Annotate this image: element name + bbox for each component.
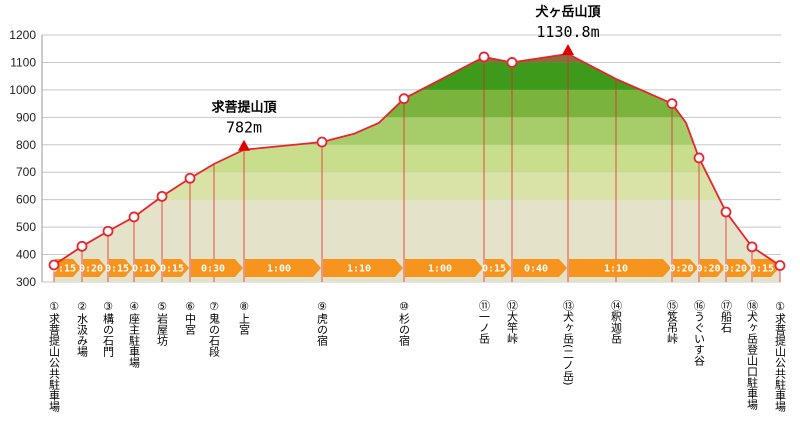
- station-label: ⑧上宮: [238, 300, 251, 336]
- duration-arrow: [753, 259, 779, 277]
- duration-arrow: [191, 259, 243, 277]
- duration-label: 0:20: [723, 264, 747, 275]
- duration-arrow: [485, 259, 511, 277]
- station-label: ④座主駐車場: [128, 300, 141, 369]
- y-tick-label: 700: [16, 165, 36, 179]
- station-marker: [48, 259, 60, 271]
- duration-arrow: [727, 259, 751, 277]
- station-label: ⑯うぐいす谷: [693, 300, 706, 367]
- y-tick-label: 300: [16, 275, 36, 289]
- station-marker: [666, 98, 678, 110]
- station-marker: [184, 172, 196, 184]
- duration-label: 0:10: [132, 264, 156, 275]
- peak-elevation-label: 782m: [226, 119, 262, 137]
- y-axis: 300 400 500 600 700 800 900 1000 1100 1200: [9, 28, 43, 289]
- station-drop-lines: [53, 53, 781, 282]
- station-markers: [48, 51, 786, 271]
- peak-annotations: 求菩提山頂 782m 犬ヶ岳山頂 1130.8m: [211, 4, 601, 151]
- station-marker: [156, 190, 168, 202]
- duration-label: 1:10: [347, 264, 371, 275]
- station-marker: [720, 206, 732, 218]
- elevation-band-1000: [54, 62, 780, 90]
- y-tick-label: 500: [16, 220, 36, 234]
- station-label: ⑤岩屋坊: [156, 300, 169, 346]
- peak-name-label: 求菩提山頂: [211, 100, 277, 116]
- duration-arrow: [163, 259, 189, 277]
- y-tick-label: 900: [16, 110, 36, 124]
- duration-arrow: [109, 259, 133, 277]
- station-marker: [774, 260, 786, 271]
- station-label: ⑪一ノ岳: [478, 300, 491, 344]
- station-label: ①求菩提山公共駐車場: [48, 300, 61, 413]
- elevation-band-700: [54, 144, 780, 173]
- station-label: ⑬犬ヶ岳(二ノ岳): [562, 300, 575, 386]
- station-marker: [102, 225, 114, 237]
- elevation-bands: [54, 53, 780, 282]
- duration-label: 0:40: [524, 264, 548, 275]
- station-label: ⑦鬼の石段: [208, 300, 221, 358]
- duration-label: 0:15: [105, 264, 129, 275]
- station-marker: [478, 51, 490, 63]
- y-tick-label: 600: [16, 193, 36, 207]
- y-tick-label: 1200: [9, 28, 36, 42]
- duration-label: 0:20: [79, 264, 103, 275]
- station-marker: [316, 136, 328, 148]
- y-tick-label: 1000: [9, 83, 36, 97]
- elevation-line: [53, 53, 781, 267]
- peak-triangle: [238, 139, 250, 151]
- duration-arrow: [323, 259, 403, 277]
- elevation-band-1100: [54, 53, 780, 63]
- duration-label: 0:15: [160, 264, 184, 275]
- duration-label: 1:00: [428, 264, 452, 275]
- station-label: ①求菩提山公共駐車場: [774, 300, 787, 413]
- duration-arrow: [673, 259, 698, 277]
- station-label: ②水汲み場: [76, 300, 89, 358]
- duration-arrows: 0:15 0:20 0:15 0:10 0:15 0:30 1:00 1:10 1:00 0:15…: [52, 259, 779, 277]
- station-marker: [746, 241, 758, 253]
- duration-arrow: [83, 259, 107, 277]
- station-marker: [128, 211, 140, 223]
- peak-elevation-label: 1130.8m: [536, 23, 599, 41]
- station-label: ⑨虎の宿: [316, 300, 329, 346]
- duration-label: 0:20: [696, 264, 720, 275]
- station-marker: [693, 152, 705, 164]
- duration-label: 0:30: [201, 264, 225, 275]
- duration-label: 0:15: [52, 264, 76, 275]
- station-labels: ①求菩提山公共駐車場 ②水汲み場 ③構の石門 ④座主駐車場 ⑤岩屋坊 ⑥中宮 ⑦鬼の石段 ⑧上…: [48, 300, 787, 413]
- station-label: ⑰船石: [720, 300, 733, 333]
- duration-label: 1:00: [267, 264, 291, 275]
- duration-label: 0:15: [482, 264, 506, 275]
- station-label: ⑱犬ヶ岳登山口駐車場: [746, 300, 759, 411]
- station-label: ③構の石門: [102, 300, 115, 358]
- duration-arrow: [405, 259, 483, 277]
- y-tick-label: 800: [16, 138, 36, 152]
- duration-arrow: [513, 259, 567, 277]
- duration-arrow: [135, 259, 161, 277]
- peak-triangle: [562, 43, 574, 55]
- duration-arrow: [700, 259, 725, 277]
- station-label: ⑮笈吊峠: [666, 300, 679, 345]
- y-tick-label: 400: [16, 248, 36, 262]
- duration-label: 0:15: [750, 264, 774, 275]
- station-marker: [398, 93, 410, 105]
- station-label: ⑭釈迦岳: [610, 300, 623, 344]
- station-label: ⑥中宮: [184, 300, 197, 336]
- elevation-profile-line: [53, 53, 781, 267]
- y-tick-label: 1100: [10, 55, 36, 69]
- duration-arrow: [245, 259, 321, 277]
- duration-arrow: [569, 259, 671, 277]
- elevation-band-800: [54, 117, 780, 145]
- station-marker: [76, 240, 88, 252]
- duration-label: 0:20: [669, 264, 693, 275]
- station-marker: [506, 57, 518, 68]
- duration-arrow: [55, 259, 81, 277]
- duration-label: 1:10: [604, 264, 628, 275]
- peak-name-label: 犬ヶ岳山頂: [535, 4, 601, 20]
- station-label: ⑫大竿峠: [506, 300, 519, 345]
- station-label: ⑩杉の宿: [398, 300, 411, 346]
